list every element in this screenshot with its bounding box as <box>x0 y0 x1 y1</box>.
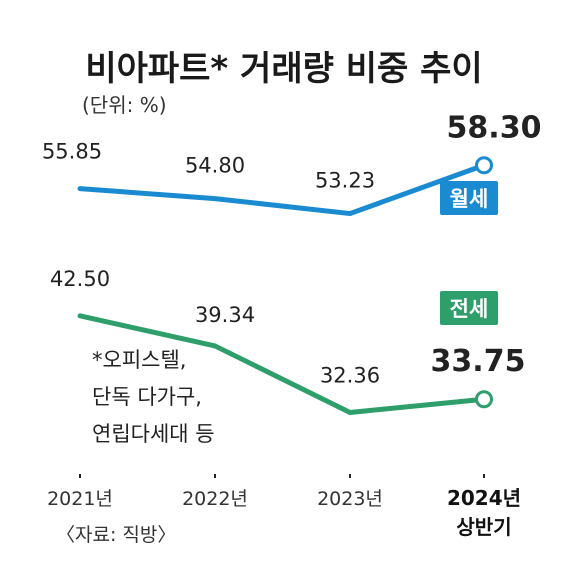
series-line-월세 <box>77 162 487 217</box>
legend-badge-월세 <box>440 181 498 215</box>
legend-badge-label-전세: 전세 <box>450 297 489 321</box>
x-tick-label-2023: 2023년 <box>317 488 383 510</box>
data-label-월세-3: 58.30 <box>447 110 542 145</box>
end-point-marker-전세 <box>475 390 493 409</box>
footnote-line-3: 연립다세대 등 <box>92 422 215 446</box>
legend-badge-label-월세: 월세 <box>450 187 489 211</box>
series-layer: 55.85 54.80 53.23 58.30 월세 42.50 39.34 32.36 33.… <box>42 110 542 415</box>
source-label: 〈자료: 직방〉 <box>56 524 176 546</box>
legend-badge-전세 <box>440 291 498 325</box>
data-label-월세-2: 53.23 <box>315 169 375 193</box>
x-tick-label-2021: 2021년 <box>47 488 113 510</box>
end-point-marker-월세 <box>475 156 493 175</box>
data-label-월세-1: 54.80 <box>185 154 245 178</box>
chart-title: 비아파트* 거래량 비중 추이 <box>85 49 482 89</box>
data-label-전세-1: 39.34 <box>195 303 255 327</box>
x-tick-label-2024-sub: 상반기 <box>456 515 511 539</box>
x-tick-label-2022: 2022년 <box>182 488 248 510</box>
unit-label: (단위: %) <box>82 93 167 117</box>
data-label-전세-2: 32.36 <box>320 363 380 387</box>
data-label-월세-0: 55.85 <box>42 140 102 164</box>
series-line-전세 <box>77 313 487 415</box>
data-label-전세-3: 33.75 <box>431 344 526 379</box>
x-tick-label-2024: 2024년 <box>447 486 521 510</box>
footnote-line-1: *오피스텔, <box>92 348 186 372</box>
data-label-전세-0: 42.50 <box>50 267 110 291</box>
footnote-line-2: 단독 다가구, <box>92 385 202 409</box>
